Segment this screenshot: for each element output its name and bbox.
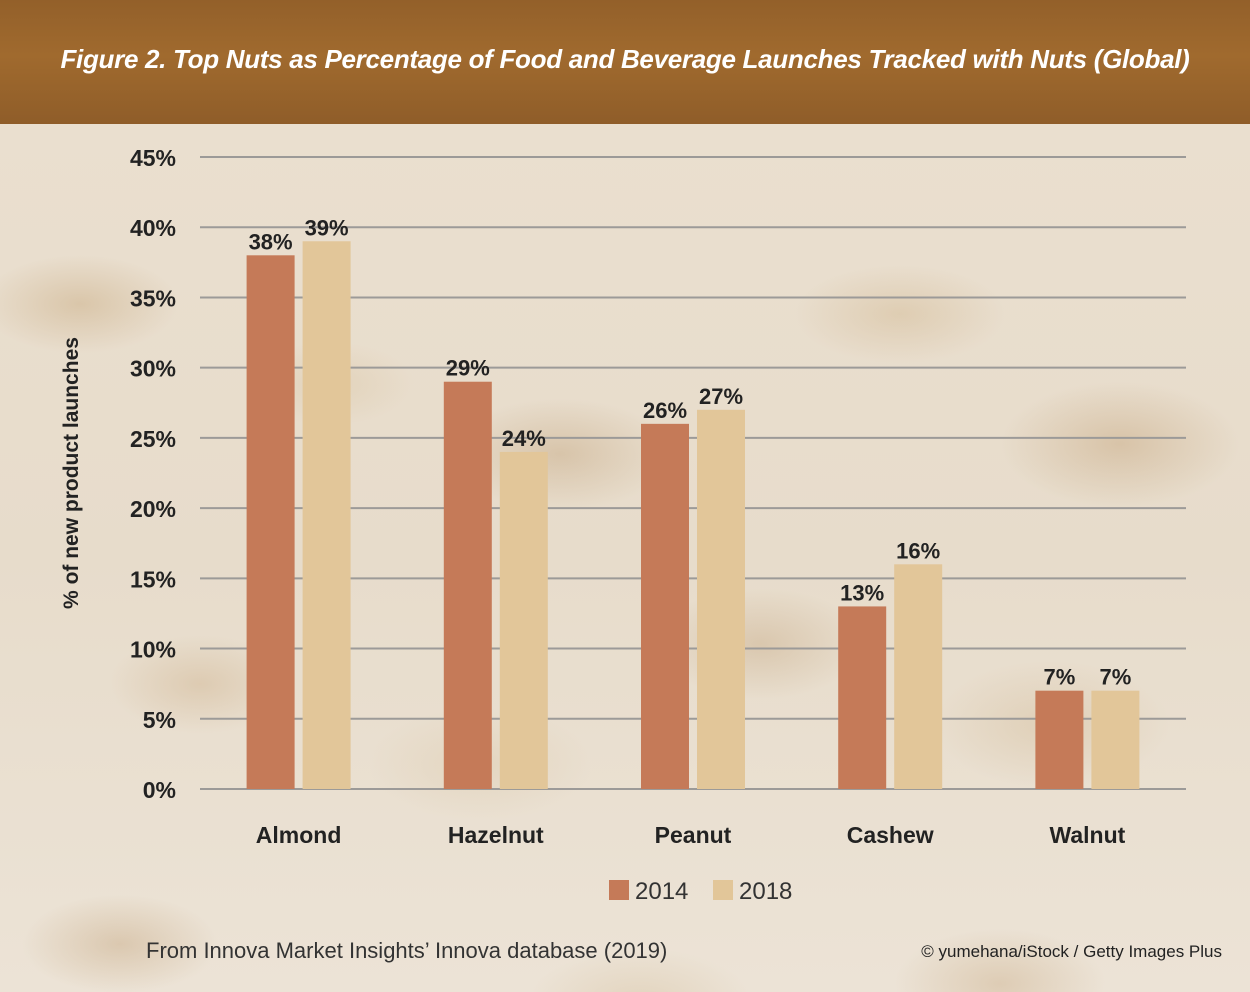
y-tick-label: 25% xyxy=(130,426,176,452)
bar-walnut-2018 xyxy=(1091,690,1140,789)
nuts-background-photo xyxy=(0,124,1250,992)
bar-cashew-2018 xyxy=(894,564,943,789)
source-note: From Innova Market Insights’ Innova data… xyxy=(146,938,668,963)
y-tick-label: 10% xyxy=(130,637,176,663)
data-label: 24% xyxy=(502,426,546,451)
y-tick-label: 20% xyxy=(130,496,176,522)
title-banner: Figure 2. Top Nuts as Percentage of Food… xyxy=(0,0,1250,124)
bar-cashew-2014 xyxy=(838,606,887,789)
x-tick-label: Hazelnut xyxy=(448,822,544,848)
x-tick-label: Walnut xyxy=(1050,822,1126,848)
y-tick-label: 45% xyxy=(130,145,176,171)
x-tick-label: Almond xyxy=(256,822,342,848)
bar-peanut-2014 xyxy=(641,423,689,789)
legend-swatch-2018 xyxy=(713,880,733,900)
bar-hazelnut-2014 xyxy=(443,381,492,789)
y-tick-label: 35% xyxy=(130,285,176,311)
bar-hazelnut-2018 xyxy=(499,451,548,789)
chart-title: Figure 2. Top Nuts as Percentage of Food… xyxy=(60,44,1190,74)
legend-swatch-2014 xyxy=(609,880,629,900)
y-tick-label: 5% xyxy=(143,707,176,733)
bar-peanut-2018 xyxy=(697,409,745,789)
y-tick-label: 30% xyxy=(130,356,176,382)
data-label: 7% xyxy=(1044,665,1076,690)
data-label: 38% xyxy=(249,229,293,254)
data-label: 13% xyxy=(840,580,884,605)
bar-almond-2018 xyxy=(302,241,351,789)
data-label: 29% xyxy=(446,356,490,381)
y-tick-label: 0% xyxy=(143,777,176,803)
data-label: 27% xyxy=(699,384,743,409)
bar-almond-2014 xyxy=(246,255,295,790)
data-label: 16% xyxy=(896,538,940,563)
photo-credit: © yumehana/iStock / Getty Images Plus xyxy=(921,942,1222,961)
data-label: 7% xyxy=(1100,665,1132,690)
y-tick-label: 40% xyxy=(130,215,176,241)
y-tick-label: 15% xyxy=(130,566,176,592)
x-tick-label: Cashew xyxy=(847,822,934,848)
x-tick-label: Peanut xyxy=(655,822,732,848)
data-label: 39% xyxy=(305,215,349,240)
bar-walnut-2014 xyxy=(1035,690,1084,789)
y-axis-label: % of new product launches xyxy=(60,337,83,609)
legend-label-2018: 2018 xyxy=(739,878,792,905)
data-label: 26% xyxy=(643,398,687,423)
legend-label-2014: 2014 xyxy=(635,878,688,905)
